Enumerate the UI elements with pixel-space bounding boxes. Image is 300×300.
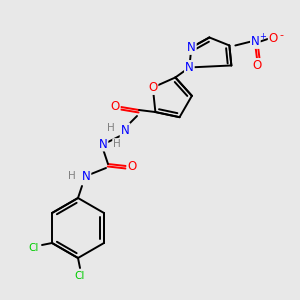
Text: N: N — [121, 124, 129, 136]
Text: O: O — [128, 160, 136, 172]
Text: H: H — [68, 171, 76, 181]
Text: N: N — [99, 137, 107, 151]
Text: O: O — [148, 81, 158, 94]
Text: Cl: Cl — [75, 271, 85, 281]
Text: -: - — [279, 31, 284, 40]
Text: H: H — [107, 123, 115, 133]
Text: O: O — [269, 32, 278, 45]
Text: O: O — [253, 59, 262, 72]
Text: N: N — [187, 41, 196, 54]
Text: H: H — [113, 139, 121, 149]
Text: Cl: Cl — [29, 243, 39, 253]
Text: O: O — [110, 100, 120, 113]
Text: N: N — [251, 35, 260, 48]
Text: N: N — [185, 61, 194, 74]
Text: +: + — [259, 32, 266, 41]
Text: N: N — [82, 169, 90, 182]
